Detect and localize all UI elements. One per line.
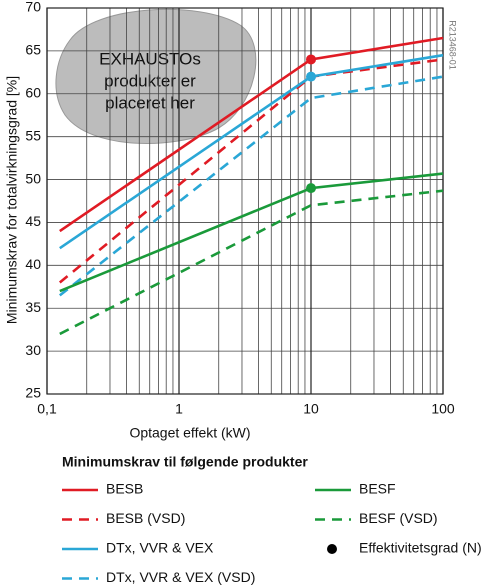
annotation-blob xyxy=(55,8,257,145)
plot-frame xyxy=(46,7,444,395)
y-tick-label: 65 xyxy=(25,42,41,58)
legend-label: DTx, VVR & VEX (VSD) xyxy=(106,569,255,585)
y-tick-label: 45 xyxy=(25,213,41,229)
data-point xyxy=(306,183,316,194)
series-line xyxy=(59,189,444,336)
y-tick-label: 60 xyxy=(25,84,41,100)
x-tick-label: 10 xyxy=(303,401,319,417)
legend-label: BESF (VSD) xyxy=(359,510,438,526)
y-tick-label: 25 xyxy=(25,385,41,401)
series-line xyxy=(58,75,444,297)
y-tick-label: 30 xyxy=(25,342,41,358)
data-point xyxy=(306,71,316,82)
y-axis-label: Minimumskrav for totalvirkningsgrad [%] xyxy=(4,76,20,324)
x-tick-label: 1 xyxy=(175,401,183,417)
legend-label: BESB (VSD) xyxy=(106,510,185,526)
x-axis-label: Optaget effekt (kW) xyxy=(129,425,250,441)
y-tick-label: 40 xyxy=(25,256,41,272)
annotation-text: placeret her xyxy=(105,93,195,112)
legend-title: Minimumskrav til følgende produkter xyxy=(62,454,308,470)
x-tick-label: 100 xyxy=(431,401,455,417)
data-point xyxy=(306,54,316,65)
y-tick-label: 55 xyxy=(25,127,41,143)
y-tick-label: 70 xyxy=(25,0,41,15)
x-tick-label: 0,1 xyxy=(37,401,57,417)
y-tick-label: 50 xyxy=(25,170,41,186)
legend-label: BESF xyxy=(359,481,396,497)
y-tick-label: 35 xyxy=(25,299,41,315)
figure-code: R213468-01 xyxy=(448,20,458,70)
legend-label: BESB xyxy=(106,481,143,497)
annotation-text: produkter er xyxy=(104,71,196,90)
legend-marker xyxy=(327,544,337,554)
legend-label: DTx, VVR & VEX xyxy=(106,540,214,556)
legend-label: Effektivitetsgrad (N) xyxy=(359,540,482,556)
